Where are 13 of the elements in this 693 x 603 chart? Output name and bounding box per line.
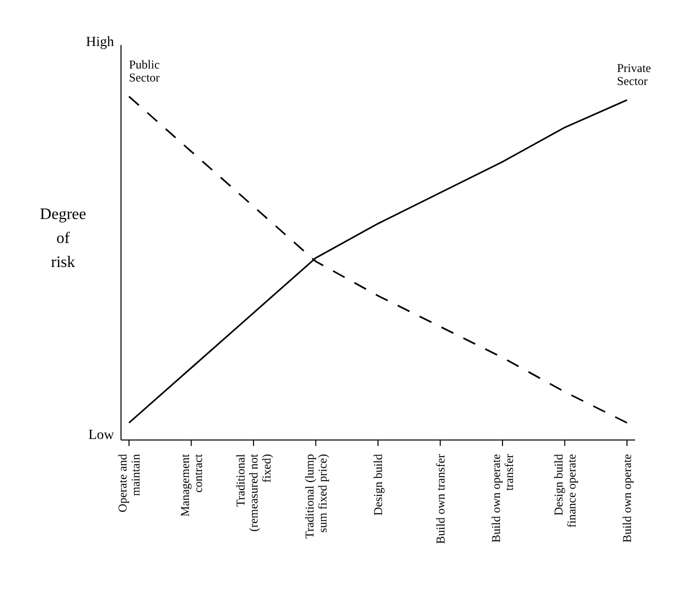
- text: High: [86, 35, 114, 51]
- series-label: Public Sector: [129, 58, 160, 85]
- x-tick-label: Operate and maintain: [116, 454, 142, 512]
- x-tick-label: Build own operate: [620, 454, 634, 543]
- x-tick-label: Build own transfer: [433, 454, 448, 544]
- text: Low: [88, 428, 114, 444]
- x-tick-label: Traditional (lump sum fixed price): [302, 454, 330, 539]
- x-tick-label: Traditional (remeasured not fixed): [234, 453, 274, 532]
- y-axis-title: Degree of risk: [38, 204, 88, 272]
- x-tick-label: Design build: [371, 454, 385, 516]
- series-label: Private Sector: [617, 60, 651, 88]
- x-tick-label: Management contract: [178, 453, 205, 517]
- x-tick-label: Build own operate transfer: [489, 454, 516, 543]
